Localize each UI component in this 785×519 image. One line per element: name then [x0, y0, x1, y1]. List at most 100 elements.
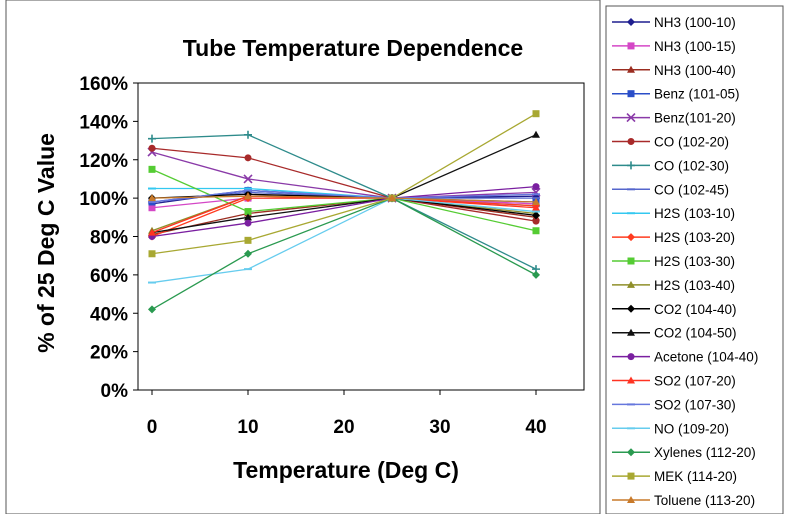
legend-label: Toluene (113-20) [654, 493, 755, 508]
series-17 [148, 189, 540, 203]
legend-label: CO (102-45) [654, 182, 729, 197]
data-point [244, 154, 252, 162]
legend-entry: SO2 (107-30) [612, 397, 736, 412]
legend-entry: NH3 (100-10) [612, 15, 736, 30]
data-point [532, 203, 540, 211]
legend-entry: H2S (103-10) [612, 206, 735, 221]
data-point [627, 353, 635, 361]
data-point [627, 496, 635, 503]
data-point [148, 165, 156, 173]
data-point [532, 227, 540, 235]
y-tick-label: 20% [90, 343, 128, 364]
legend-entry: SO2 (107-20) [612, 374, 736, 389]
data-point [148, 144, 156, 152]
legend-label: SO2 (107-20) [654, 374, 736, 389]
legend-label: CO2 (104-40) [654, 302, 737, 317]
data-point [627, 376, 635, 384]
data-point [627, 233, 635, 242]
data-point [244, 249, 252, 258]
data-point [627, 257, 635, 265]
legend-entry: MEK (114-20) [612, 469, 737, 484]
legend-entry: Toluene (113-20) [612, 493, 755, 508]
series-line [151, 185, 537, 238]
data-point [532, 130, 540, 138]
data-point [627, 138, 635, 145]
legend-label: Xylenes (112-20) [654, 445, 756, 460]
data-point [627, 472, 635, 480]
data-point [532, 217, 540, 225]
x-tick-label: 20 [333, 417, 354, 438]
series-line [151, 113, 537, 255]
legend-label: H2S (103-20) [654, 230, 735, 245]
x-tick-label: 40 [525, 417, 546, 438]
series-line [151, 195, 537, 203]
y-tick-label: 160% [79, 74, 128, 95]
data-point [243, 174, 253, 184]
legend-label: CO2 (104-50) [654, 326, 737, 341]
legend-label: H2S (103-40) [654, 278, 735, 293]
data-point [244, 208, 252, 216]
data-point [627, 65, 635, 73]
legend-entry: CO2 (104-50) [612, 326, 737, 341]
series-line [151, 189, 537, 203]
legend-entry: CO (102-20) [612, 135, 729, 150]
data-point [244, 219, 252, 227]
series-layer [147, 110, 541, 314]
legend-entry: Benz (101-05) [612, 87, 740, 102]
x-tick-label: 30 [429, 417, 450, 438]
data-point [532, 270, 540, 279]
legend-label: Acetone (104-40) [654, 350, 758, 365]
y-axis-label: % of 25 Deg C Value [33, 133, 59, 353]
legend: NH3 (100-10) NH3 (100-15) NH3 (100-40) Benz… [612, 15, 758, 508]
legend-frame [605, 5, 784, 515]
legend-label: Benz(101-20) [654, 111, 736, 126]
data-point [532, 183, 540, 191]
data-point [627, 161, 635, 170]
legend-label: NH3 (100-15) [654, 39, 736, 54]
legend-label: SO2 (107-30) [654, 397, 736, 412]
data-point [532, 110, 540, 118]
data-point [244, 236, 252, 244]
legend-label: Benz (101-05) [654, 87, 740, 102]
y-tick-label: 80% [90, 228, 128, 249]
x-tick-label: 10 [237, 417, 258, 438]
y-axis-ticks: 0% 20% 40% 60% 80% 100% 120% 140% 160% [79, 74, 138, 402]
data-point [627, 304, 635, 313]
series-line [151, 134, 537, 270]
legend-entry: NH3 (100-15) [612, 39, 736, 54]
data-point [626, 113, 636, 123]
legend-entry: CO2 (104-40) [612, 302, 737, 317]
data-point [148, 305, 156, 314]
legend-label: NO (109-20) [654, 421, 729, 436]
data-point [627, 18, 635, 26]
legend-entry: H2S (103-40) [612, 278, 735, 293]
legend-entry: H2S (103-20) [612, 230, 735, 245]
legend-label: MEK (114-20) [654, 469, 737, 484]
data-point [532, 211, 540, 220]
series-line [151, 151, 537, 199]
series-line [151, 147, 537, 222]
data-point [244, 192, 252, 200]
data-point [627, 448, 635, 457]
legend-entry: CO (102-30) [612, 158, 729, 173]
data-point [148, 134, 156, 143]
data-point [532, 197, 540, 205]
plot-area [137, 82, 585, 391]
data-point [627, 42, 635, 50]
series-line [151, 197, 537, 238]
legend-entry: Benz(101-20) [612, 111, 736, 126]
data-point [244, 130, 252, 139]
legend-label: CO (102-30) [654, 158, 729, 173]
legend-entry: CO (102-45) [612, 182, 729, 197]
x-axis-ticks: 0 10 20 30 40 [147, 390, 547, 438]
series-line [151, 197, 537, 236]
series-line [151, 197, 537, 284]
data-point [148, 228, 156, 236]
legend-label: NH3 (100-10) [654, 15, 736, 30]
x-axis-label: Temperature (Deg C) [233, 457, 459, 483]
y-tick-label: 140% [79, 112, 128, 133]
data-point [627, 280, 635, 288]
legend-label: H2S (103-10) [654, 206, 735, 221]
